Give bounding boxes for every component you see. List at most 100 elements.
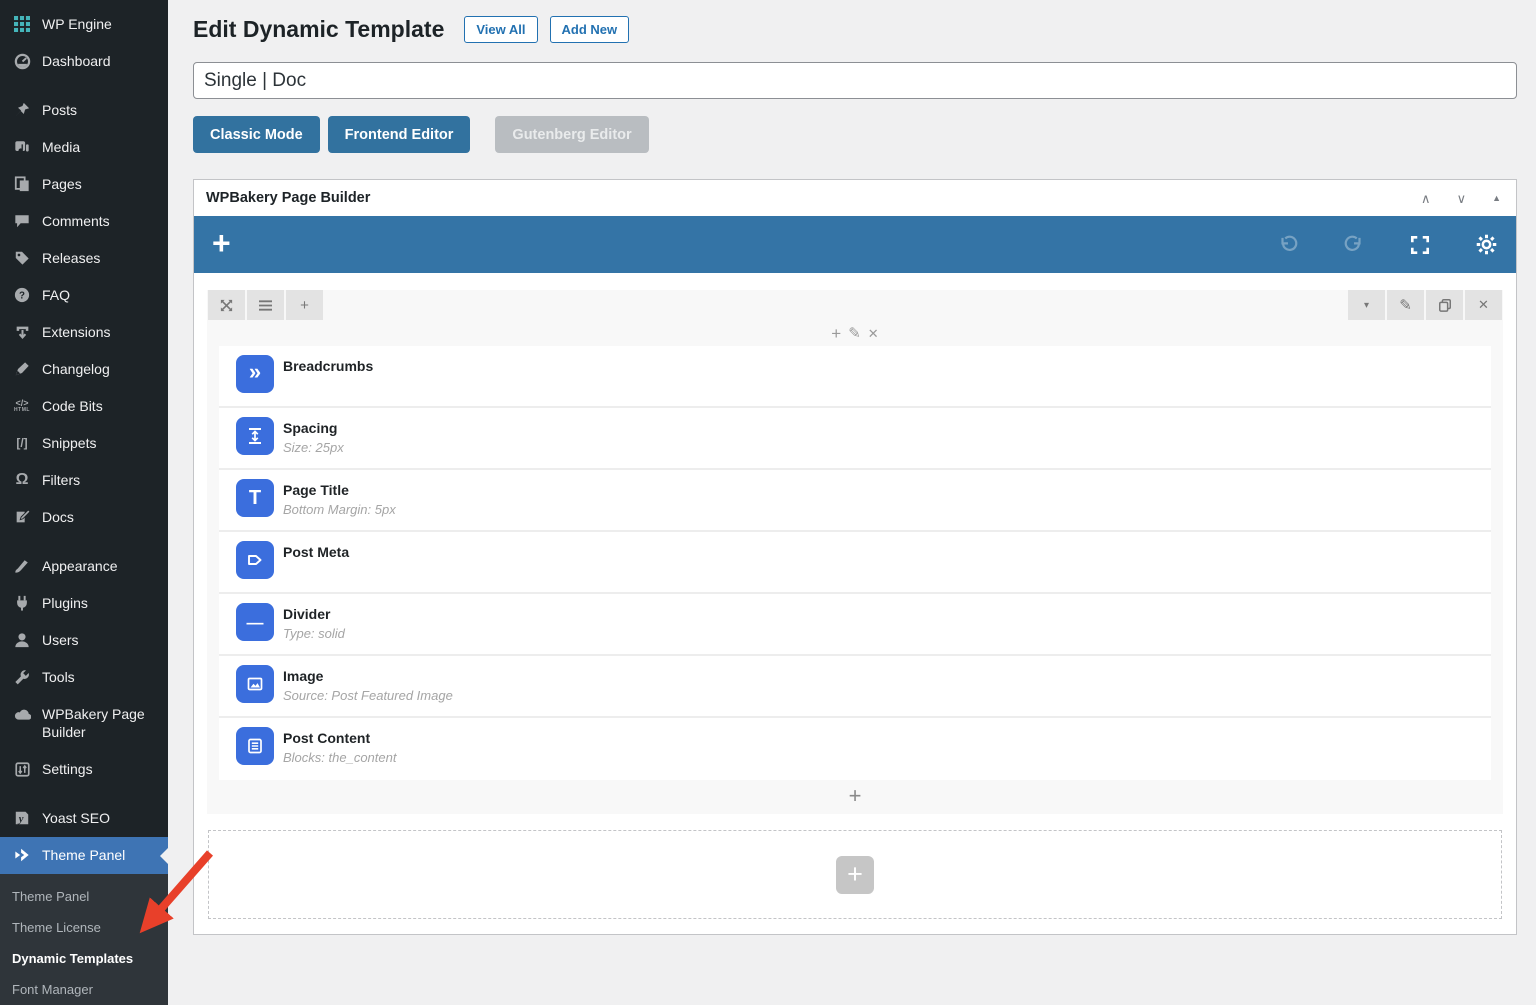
frontend-editor-button[interactable]: Frontend Editor xyxy=(327,116,471,153)
question-circle-icon: ? xyxy=(12,286,32,304)
divider-icon: — xyxy=(236,603,274,641)
sidebar-item-posts[interactable]: Posts xyxy=(0,92,168,129)
metabox-header: WPBakery Page Builder ∧ ∨ ▲ xyxy=(194,180,1516,216)
row-layout-icon[interactable] xyxy=(247,290,284,320)
add-column-icon[interactable]: + xyxy=(286,290,323,320)
element-subtitle: Bottom Margin: 5px xyxy=(283,502,396,517)
element-subtitle: Size: 25px xyxy=(283,440,344,455)
element-subtitle: Blocks: the_content xyxy=(283,750,397,765)
pages-icon xyxy=(12,175,32,193)
download-box-icon xyxy=(12,323,32,341)
submenu-item-font-manager[interactable]: Font Manager xyxy=(12,982,93,997)
element-title: Spacing xyxy=(283,420,338,436)
page-title: Edit Dynamic Template xyxy=(193,16,445,42)
sidebar-item-wpbakery[interactable]: WPBakery Page Builder xyxy=(0,696,168,751)
wpbakery-metabox: WPBakery Page Builder ∧ ∨ ▲ + xyxy=(193,179,1517,935)
submenu-item-theme-license[interactable]: Theme License xyxy=(12,920,101,935)
row-toggle-icon[interactable]: ▾ xyxy=(1348,290,1385,320)
sidebar-item-docs[interactable]: Docs xyxy=(0,499,168,536)
fullscreen-icon[interactable] xyxy=(1409,234,1431,256)
append-element-icon[interactable]: + xyxy=(848,783,862,808)
media-icon xyxy=(12,138,32,156)
sidebar-separator xyxy=(0,80,168,92)
yoast-icon: y xyxy=(12,809,32,827)
view-all-button[interactable]: View All xyxy=(464,16,538,43)
prepend-element-icon[interactable]: + xyxy=(831,323,842,343)
sidebar-item-tools[interactable]: Tools xyxy=(0,659,168,696)
sidebar-item-label: Extensions xyxy=(42,324,111,340)
delete-column-icon[interactable]: ✕ xyxy=(867,325,879,341)
move-down-icon[interactable]: ∨ xyxy=(1456,190,1467,206)
sidebar-item-yoast-seo[interactable]: y Yoast SEO xyxy=(0,800,168,837)
sidebar-item-filters[interactable]: Ω Filters xyxy=(0,462,168,499)
comment-bubble-icon xyxy=(12,212,32,230)
add-row-dropzone[interactable]: + xyxy=(208,830,1502,919)
element-post-content[interactable]: Post Content Blocks: the_content xyxy=(219,718,1491,780)
element-breadcrumbs[interactable]: » Breadcrumbs xyxy=(219,346,1491,408)
settings-gear-icon[interactable] xyxy=(1475,233,1498,256)
submenu-item-theme-panel[interactable]: Theme Panel xyxy=(12,889,90,904)
sidebar-item-changelog[interactable]: Changelog xyxy=(0,351,168,388)
spacing-icon xyxy=(236,417,274,455)
sidebar-item-media[interactable]: Media xyxy=(0,129,168,166)
drag-row-icon[interactable] xyxy=(208,290,245,320)
element-subtitle: Source: Post Featured Image xyxy=(283,688,453,703)
submenu-item-dynamic-templates[interactable]: Dynamic Templates xyxy=(12,951,134,966)
sidebar-item-snippets[interactable]: [/] Snippets xyxy=(0,425,168,462)
sidebar-item-theme-panel[interactable]: Theme Panel xyxy=(0,837,168,874)
add-row-button[interactable]: + xyxy=(836,855,874,894)
move-up-icon[interactable]: ∧ xyxy=(1421,190,1431,206)
edit-column-icon[interactable]: ✎ xyxy=(848,324,861,342)
element-title: Post Meta xyxy=(283,544,350,560)
clone-row-icon[interactable] xyxy=(1426,290,1463,320)
add-new-button[interactable]: Add New xyxy=(549,16,630,43)
element-page-title[interactable]: T Page Title Bottom Margin: 5px xyxy=(219,470,1491,532)
toggle-panel-icon[interactable]: ▲ xyxy=(1492,192,1501,203)
element-image[interactable]: Image Source: Post Featured Image xyxy=(219,656,1491,718)
theme-panel-submenu: Theme Panel Theme License Dynamic Templa… xyxy=(0,874,168,1005)
admin-sidebar: WP Engine Dashboard Posts Media Pages Co… xyxy=(0,0,168,1005)
sidebar-item-extensions[interactable]: Extensions xyxy=(0,314,168,351)
main-content: Edit Dynamic Template View All Add New C… xyxy=(168,0,1536,1005)
gutenberg-editor-button[interactable]: Gutenberg Editor xyxy=(495,116,649,153)
sidebar-item-users[interactable]: Users xyxy=(0,622,168,659)
sidebar-item-settings[interactable]: Settings xyxy=(0,751,168,788)
classic-mode-button[interactable]: Classic Mode xyxy=(193,116,320,153)
sidebar-item-label: Code Bits xyxy=(42,398,103,414)
user-icon xyxy=(12,631,32,649)
sidebar-item-label: Filters xyxy=(42,472,81,488)
sidebar-item-label: Appearance xyxy=(42,558,118,574)
wrench-icon xyxy=(12,668,32,686)
html-code-icon: </> HTML xyxy=(14,398,30,413)
edit-row-icon[interactable]: ✎ xyxy=(1387,290,1424,320)
builder-row: + ▾ ✎ ✕ + ✎ ✕ xyxy=(207,290,1503,814)
sidebar-item-dashboard[interactable]: Dashboard xyxy=(0,43,168,80)
svg-text:y: y xyxy=(17,814,24,825)
element-divider[interactable]: — Divider Type: solid xyxy=(219,594,1491,656)
theme-panel-icon xyxy=(12,846,32,864)
sidebar-item-code-bits[interactable]: </> HTML Code Bits xyxy=(0,388,168,425)
delete-row-icon[interactable]: ✕ xyxy=(1465,290,1502,320)
dashboard-gauge-icon xyxy=(12,52,32,70)
sidebar-item-wp-engine[interactable]: WP Engine xyxy=(0,6,168,43)
redo-icon[interactable] xyxy=(1343,234,1365,256)
sidebar-item-pages[interactable]: Pages xyxy=(0,166,168,203)
breadcrumbs-icon: » xyxy=(236,355,274,393)
template-title-input[interactable] xyxy=(193,62,1517,99)
element-title: Page Title xyxy=(283,482,349,498)
sidebar-item-label: Tools xyxy=(42,669,75,685)
element-list: » Breadcrumbs Spacing Size: 25px xyxy=(219,346,1491,780)
sidebar-item-appearance[interactable]: Appearance xyxy=(0,548,168,585)
omega-icon: Ω xyxy=(15,471,29,488)
sidebar-item-label: Users xyxy=(42,632,79,648)
sidebar-item-label: Posts xyxy=(42,102,78,118)
sidebar-item-faq[interactable]: ? FAQ xyxy=(0,277,168,314)
sidebar-item-plugins[interactable]: Plugins xyxy=(0,585,168,622)
add-element-button[interactable]: + xyxy=(212,224,231,261)
element-spacing[interactable]: Spacing Size: 25px xyxy=(219,408,1491,470)
element-post-meta[interactable]: Post Meta xyxy=(219,532,1491,594)
sidebar-item-comments[interactable]: Comments xyxy=(0,203,168,240)
sidebar-item-label: Media xyxy=(42,139,81,155)
undo-icon[interactable] xyxy=(1277,234,1299,256)
sidebar-item-releases[interactable]: Releases xyxy=(0,240,168,277)
